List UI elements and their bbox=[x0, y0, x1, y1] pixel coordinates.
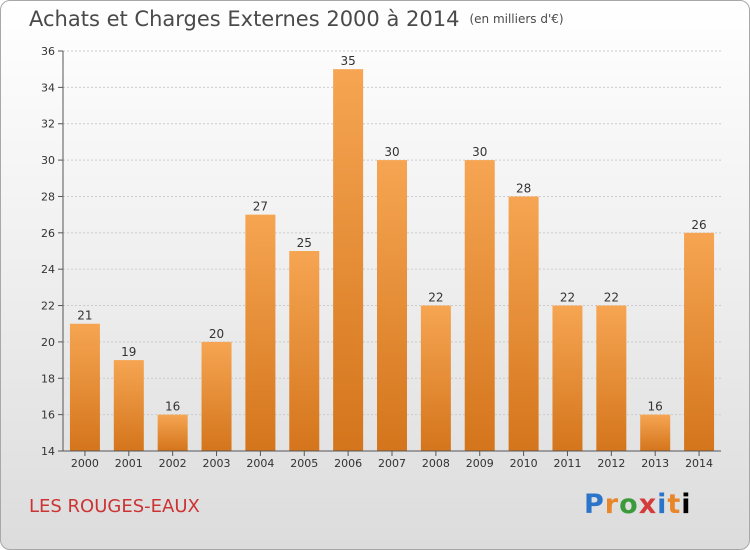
bar[interactable] bbox=[508, 196, 539, 451]
x-tick-label: 2000 bbox=[71, 457, 99, 470]
x-tick-label: 2013 bbox=[641, 457, 669, 470]
bar[interactable] bbox=[245, 214, 276, 451]
y-tick-label: 36 bbox=[41, 45, 55, 58]
bar-value-label: 30 bbox=[384, 145, 399, 159]
bar-value-label: 25 bbox=[297, 236, 312, 250]
x-tick-label: 2003 bbox=[203, 457, 231, 470]
bar-value-label: 30 bbox=[472, 145, 487, 159]
logo-letter: o bbox=[619, 489, 639, 520]
y-tick-label: 28 bbox=[41, 190, 55, 203]
bar[interactable] bbox=[552, 305, 583, 451]
bar-value-label: 22 bbox=[428, 291, 443, 305]
y-tick-label: 30 bbox=[41, 154, 55, 167]
bar-value-label: 20 bbox=[209, 327, 224, 341]
proxiti-logo[interactable]: Proxiti bbox=[584, 489, 692, 520]
chart-subtitle: (en milliers d'€) bbox=[469, 12, 564, 26]
y-tick-label: 20 bbox=[41, 336, 55, 349]
bar-value-label: 26 bbox=[691, 218, 706, 232]
y-tick-label: 26 bbox=[41, 227, 55, 240]
bar[interactable] bbox=[157, 414, 188, 451]
bar-value-label: 21 bbox=[77, 309, 92, 323]
y-tick-label: 18 bbox=[41, 372, 55, 385]
x-tick-label: 2012 bbox=[597, 457, 625, 470]
bar[interactable] bbox=[596, 305, 627, 451]
location-label: LES ROUGES-EAUX bbox=[29, 496, 200, 517]
bar-value-label: 16 bbox=[648, 400, 663, 414]
bar-value-label: 28 bbox=[516, 181, 531, 195]
y-tick-label: 22 bbox=[41, 300, 55, 313]
x-tick-label: 2001 bbox=[115, 457, 143, 470]
y-tick-label: 16 bbox=[41, 409, 55, 422]
x-tick-label: 2011 bbox=[553, 457, 581, 470]
y-tick-label: 34 bbox=[41, 81, 55, 94]
bar[interactable] bbox=[464, 160, 495, 451]
logo-letter: i bbox=[657, 489, 668, 520]
bar-value-label: 27 bbox=[253, 200, 268, 214]
bar[interactable] bbox=[684, 232, 715, 451]
chart-title: Achats et Charges Externes 2000 à 2014 (e… bbox=[29, 7, 564, 31]
y-tick-label: 14 bbox=[41, 445, 55, 458]
bar-value-label: 35 bbox=[340, 54, 355, 68]
y-tick-label: 24 bbox=[41, 263, 55, 276]
x-tick-label: 2009 bbox=[466, 457, 494, 470]
bar-value-label: 22 bbox=[604, 291, 619, 305]
x-tick-label: 2014 bbox=[685, 457, 713, 470]
bar-value-label: 22 bbox=[560, 291, 575, 305]
logo-letter: r bbox=[604, 489, 620, 520]
x-tick-label: 2005 bbox=[290, 457, 318, 470]
logo-letter: P bbox=[584, 489, 605, 520]
chart-title-text: Achats et Charges Externes 2000 à 2014 bbox=[29, 7, 460, 31]
bar[interactable] bbox=[69, 323, 100, 451]
bar[interactable] bbox=[333, 69, 364, 451]
bar[interactable] bbox=[289, 251, 320, 451]
logo-letter: t bbox=[667, 489, 682, 520]
bar-value-label: 16 bbox=[165, 400, 180, 414]
bar-value-label: 19 bbox=[121, 345, 136, 359]
x-tick-label: 2004 bbox=[246, 457, 274, 470]
x-tick-label: 2010 bbox=[510, 457, 538, 470]
x-tick-label: 2002 bbox=[159, 457, 187, 470]
bar[interactable] bbox=[640, 414, 671, 451]
bar[interactable] bbox=[201, 341, 232, 451]
y-tick-label: 32 bbox=[41, 118, 55, 131]
logo-letter: x bbox=[638, 489, 658, 520]
x-tick-label: 2006 bbox=[334, 457, 362, 470]
x-tick-label: 2008 bbox=[422, 457, 450, 470]
bar[interactable] bbox=[420, 305, 451, 451]
bar[interactable] bbox=[113, 360, 144, 451]
bar[interactable] bbox=[377, 160, 407, 451]
x-tick-label: 2007 bbox=[378, 457, 406, 470]
logo-letter: i bbox=[681, 489, 692, 520]
